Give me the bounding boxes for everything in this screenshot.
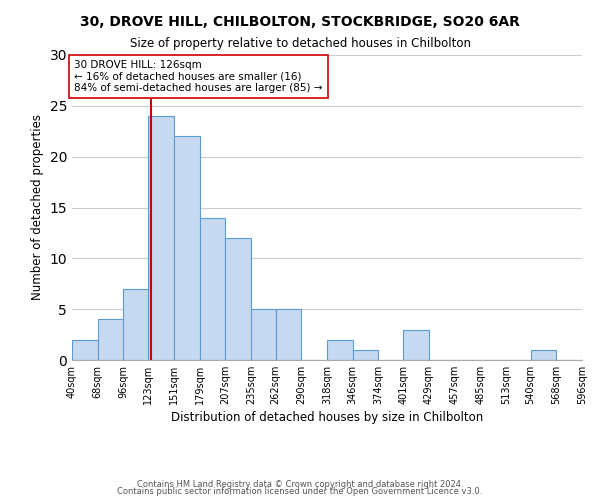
Text: Size of property relative to detached houses in Chilbolton: Size of property relative to detached ho… [130, 38, 470, 51]
Text: 30 DROVE HILL: 126sqm
← 16% of detached houses are smaller (16)
84% of semi-deta: 30 DROVE HILL: 126sqm ← 16% of detached … [74, 60, 322, 94]
Text: Contains HM Land Registry data © Crown copyright and database right 2024.: Contains HM Land Registry data © Crown c… [137, 480, 463, 489]
Bar [98, 320, 124, 360]
Bar [200, 218, 225, 360]
Bar [225, 238, 251, 360]
Bar [124, 289, 148, 360]
Bar [353, 350, 379, 360]
Bar [72, 340, 98, 360]
Text: 30, DROVE HILL, CHILBOLTON, STOCKBRIDGE, SO20 6AR: 30, DROVE HILL, CHILBOLTON, STOCKBRIDGE,… [80, 15, 520, 29]
Bar [327, 340, 353, 360]
Bar [403, 330, 429, 360]
Text: Contains public sector information licensed under the Open Government Licence v3: Contains public sector information licen… [118, 487, 482, 496]
Y-axis label: Number of detached properties: Number of detached properties [31, 114, 44, 300]
Bar [530, 350, 556, 360]
Bar [174, 136, 200, 360]
X-axis label: Distribution of detached houses by size in Chilbolton: Distribution of detached houses by size … [171, 411, 483, 424]
Bar [148, 116, 174, 360]
Bar [251, 309, 275, 360]
Bar [275, 309, 301, 360]
Bar [582, 350, 600, 360]
